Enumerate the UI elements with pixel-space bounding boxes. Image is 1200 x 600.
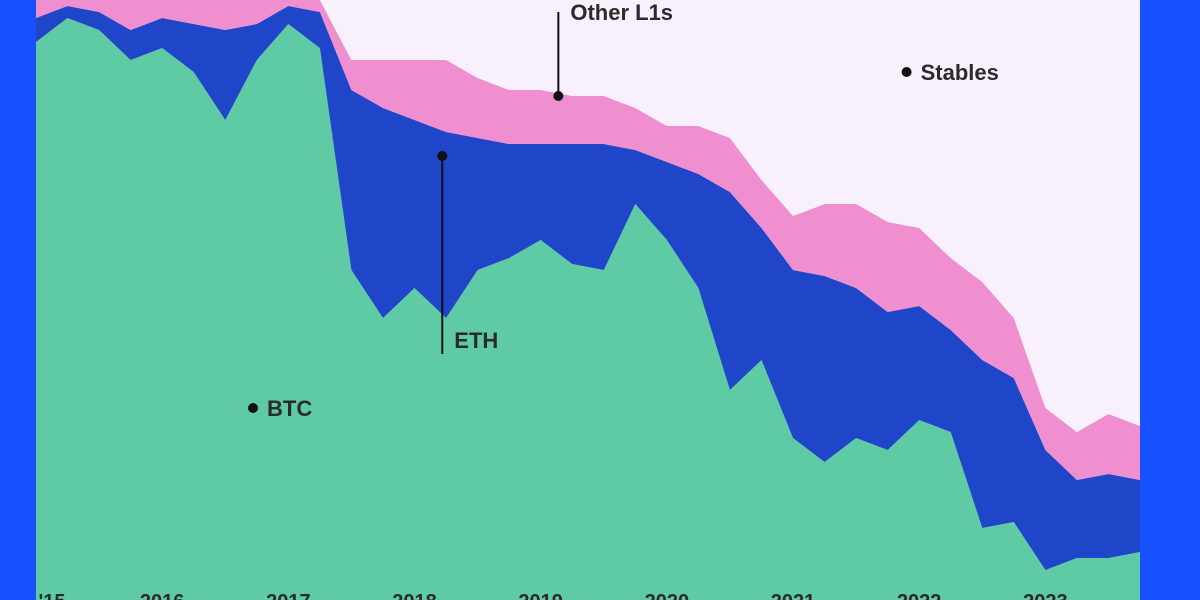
x-tick-label: 2017 <box>266 591 311 600</box>
series-areas <box>36 0 1140 600</box>
annotation-label-btc: BTC <box>267 396 312 421</box>
x-tick-label: 2020 <box>645 591 690 600</box>
x-axis-ticks: '15 2016 2017 2018 2019 2020 2021 2022 2023 <box>38 591 1067 600</box>
annotation-dot-eth <box>437 151 448 161</box>
area-btc <box>36 18 1140 600</box>
x-tick-label: '15 <box>38 591 65 600</box>
annotation-dot-stables <box>901 67 912 77</box>
area-stables <box>36 0 1140 432</box>
x-tick-label: 2016 <box>140 591 185 600</box>
annotation-dot-btc <box>248 403 259 413</box>
annotation-label-other-l1s: Other L1s <box>570 0 673 25</box>
x-tick-label: 2019 <box>518 591 563 600</box>
annotations: BTC ETH Other L1s Stables <box>248 0 999 421</box>
x-tick-label: 2023 <box>1023 591 1068 600</box>
annotation-label-eth: ETH <box>454 328 498 353</box>
annotation-label-stables: Stables <box>921 60 999 85</box>
annotation-dot-other-l1s <box>553 91 564 101</box>
area-eth <box>36 6 1140 570</box>
x-tick-label: 2022 <box>897 591 942 600</box>
x-tick-label: 2021 <box>771 591 816 600</box>
x-tick-label: 2018 <box>392 591 437 600</box>
